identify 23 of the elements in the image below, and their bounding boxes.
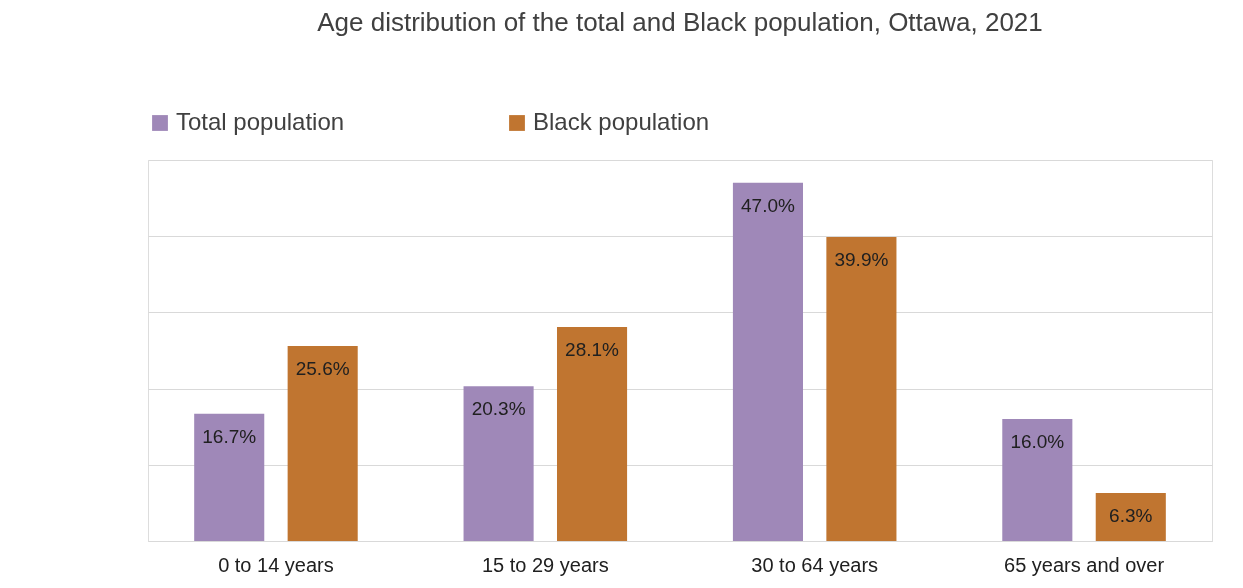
legend-label: Black population [533,108,710,135]
bar [1095,492,1166,541]
bar [287,345,358,541]
data-label: 47.0% [741,194,795,216]
bar [463,386,534,541]
x-tick-label: 15 to 29 years [481,553,609,576]
legend-label: Total population [176,108,345,135]
chart-title: Age distribution of the total and Black population, Ottawa, 2021 [317,7,1043,37]
x-tick-label: 0 to 14 years [218,553,334,576]
data-label: 6.3% [1109,504,1153,526]
data-label: 28.1% [565,338,620,360]
data-label: 20.3% [471,398,526,420]
bar [732,182,803,541]
x-tick-label: 30 to 64 years [751,553,879,576]
data-label: 39.9% [834,248,889,270]
bar [194,413,265,541]
data-label: 16.7% [202,425,257,447]
bar [557,326,628,541]
x-tick-label: 65 years and over [1004,553,1165,576]
data-label: 25.6% [295,357,350,379]
bar [1002,419,1073,541]
data-label: 16.0% [1010,431,1065,453]
bar [826,236,897,541]
